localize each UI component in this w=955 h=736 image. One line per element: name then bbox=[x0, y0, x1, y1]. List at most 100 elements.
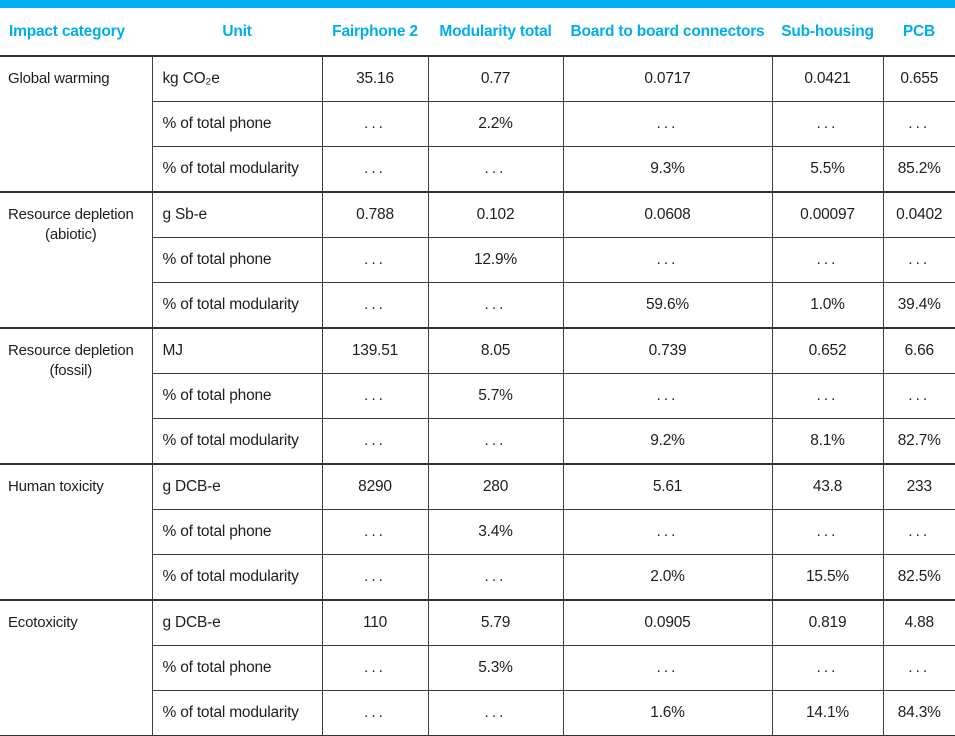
value-cell: 0.00097 bbox=[771, 191, 883, 238]
impact-category-cell: Resource depletion (fossil) bbox=[0, 327, 152, 464]
value-cell: 82.7% bbox=[882, 418, 955, 465]
table-row: % of total phone ... 3.4% ... ... ... bbox=[0, 509, 955, 555]
table-row: Human toxicity g DCB-e 8290 280 5.61 43.… bbox=[0, 463, 955, 600]
value-cell: ... bbox=[427, 690, 563, 736]
value-cell: ... bbox=[562, 101, 772, 147]
value-cell: ... bbox=[771, 509, 883, 555]
unit-cell: g Sb-e bbox=[151, 191, 322, 238]
value-cell: ... bbox=[771, 645, 883, 691]
value-cell: ... bbox=[321, 418, 428, 465]
value-cell: 110 bbox=[321, 599, 428, 646]
category-line2: (fossil) bbox=[49, 362, 93, 380]
value-cell: 139.51 bbox=[321, 327, 428, 374]
table-row: % of total modularity ... ... 1.6% 14.1%… bbox=[0, 690, 955, 736]
value-cell: ... bbox=[427, 418, 563, 465]
table-row: Resource depletion (abiotic) g Sb-e 0.78… bbox=[0, 191, 955, 328]
impact-category-label: Human toxicity bbox=[8, 477, 104, 497]
header-row: Impact category Unit Fairphone 2 Modular… bbox=[0, 8, 955, 57]
value-cell: 4.88 bbox=[882, 599, 955, 646]
value-cell: 8.1% bbox=[771, 418, 883, 465]
value-cell: ... bbox=[771, 237, 883, 283]
impact-category-cell: Human toxicity bbox=[0, 463, 152, 600]
value-cell: 84.3% bbox=[882, 690, 955, 736]
value-cell: 2.0% bbox=[562, 554, 772, 601]
value-cell: ... bbox=[882, 373, 955, 419]
impact-category-label: Resource depletion (abiotic) bbox=[8, 205, 134, 246]
value-cell: 0.0402 bbox=[882, 191, 955, 238]
value-cell: ... bbox=[427, 282, 563, 329]
value-cell: ... bbox=[321, 101, 428, 147]
value-cell: 0.655 bbox=[882, 55, 955, 102]
value-cell: ... bbox=[321, 373, 428, 419]
unit-cell: % of total modularity bbox=[151, 690, 322, 736]
unit-cell: % of total modularity bbox=[151, 418, 322, 465]
column-header-modularity-total: Modularity total bbox=[428, 8, 563, 57]
impact-table: Impact category Unit Fairphone 2 Modular… bbox=[0, 8, 955, 736]
unit-cell: MJ bbox=[151, 327, 322, 374]
value-cell: ... bbox=[771, 101, 883, 147]
unit-cell: % of total phone bbox=[151, 509, 322, 555]
value-cell: 5.7% bbox=[427, 373, 563, 419]
value-cell: 82.5% bbox=[882, 554, 955, 601]
value-cell: 2.2% bbox=[427, 101, 563, 147]
category-line1: Resource depletion bbox=[8, 342, 134, 359]
unit-cell: % of total modularity bbox=[151, 282, 322, 329]
unit-cell: % of total phone bbox=[151, 237, 322, 283]
table-row: % of total modularity ... ... 59.6% 1.0%… bbox=[0, 282, 955, 329]
impact-category-label: Resource depletion (fossil) bbox=[8, 341, 134, 382]
table-row: Global warming kg CO₂e 35.16 0.77 0.0717… bbox=[0, 55, 955, 192]
value-cell: ... bbox=[562, 373, 772, 419]
unit-cell: kg CO₂e bbox=[151, 55, 322, 102]
unit-cell: % of total modularity bbox=[151, 554, 322, 601]
value-cell: 14.1% bbox=[771, 690, 883, 736]
value-cell: 1.0% bbox=[771, 282, 883, 329]
value-cell: ... bbox=[321, 237, 428, 283]
table-row: % of total phone ... 2.2% ... ... ... bbox=[0, 101, 955, 147]
value-cell: 8.05 bbox=[427, 327, 563, 374]
value-cell: 35.16 bbox=[321, 55, 428, 102]
value-cell: 5.3% bbox=[427, 645, 563, 691]
value-cell: ... bbox=[562, 645, 772, 691]
unit-cell: % of total phone bbox=[151, 373, 322, 419]
unit-cell: g DCB-e bbox=[151, 599, 322, 646]
value-cell: 5.61 bbox=[562, 463, 772, 510]
value-cell: 0.0608 bbox=[562, 191, 772, 238]
table-header: Impact category Unit Fairphone 2 Modular… bbox=[0, 8, 955, 57]
value-cell: 59.6% bbox=[562, 282, 772, 329]
value-cell: 5.79 bbox=[427, 599, 563, 646]
unit-cell: % of total phone bbox=[151, 101, 322, 147]
table-row: % of total phone ... 5.7% ... ... ... bbox=[0, 373, 955, 419]
value-cell: 8290 bbox=[321, 463, 428, 510]
impact-category-label: Ecotoxicity bbox=[8, 613, 78, 633]
value-cell: 85.2% bbox=[882, 146, 955, 193]
category-line1: Ecotoxicity bbox=[8, 614, 78, 631]
value-cell: 12.9% bbox=[427, 237, 563, 283]
value-cell: 0.0421 bbox=[771, 55, 883, 102]
value-cell: 0.0717 bbox=[562, 55, 772, 102]
value-cell: 0.0905 bbox=[562, 599, 772, 646]
value-cell: 0.788 bbox=[321, 191, 428, 238]
value-cell: 6.66 bbox=[882, 327, 955, 374]
table-row: % of total phone ... 12.9% ... ... ... bbox=[0, 237, 955, 283]
value-cell: 0.77 bbox=[427, 55, 563, 102]
value-cell: ... bbox=[321, 146, 428, 193]
table-row: % of total modularity ... ... 2.0% 15.5%… bbox=[0, 554, 955, 601]
category-line1: Human toxicity bbox=[8, 478, 104, 495]
value-cell: 0.819 bbox=[771, 599, 883, 646]
value-cell: 43.8 bbox=[771, 463, 883, 510]
value-cell: 5.5% bbox=[771, 146, 883, 193]
table-row: % of total phone ... 5.3% ... ... ... bbox=[0, 645, 955, 691]
column-header-pcb: PCB bbox=[883, 8, 955, 57]
value-cell: 0.739 bbox=[562, 327, 772, 374]
value-cell: ... bbox=[321, 509, 428, 555]
value-cell: ... bbox=[321, 645, 428, 691]
unit-cell: % of total modularity bbox=[151, 146, 322, 193]
value-cell: ... bbox=[882, 237, 955, 283]
value-cell: ... bbox=[882, 101, 955, 147]
impact-category-cell: Resource depletion (abiotic) bbox=[0, 191, 152, 328]
value-cell: 0.102 bbox=[427, 191, 563, 238]
value-cell: ... bbox=[427, 554, 563, 601]
value-cell: 1.6% bbox=[562, 690, 772, 736]
value-cell: 9.3% bbox=[562, 146, 772, 193]
